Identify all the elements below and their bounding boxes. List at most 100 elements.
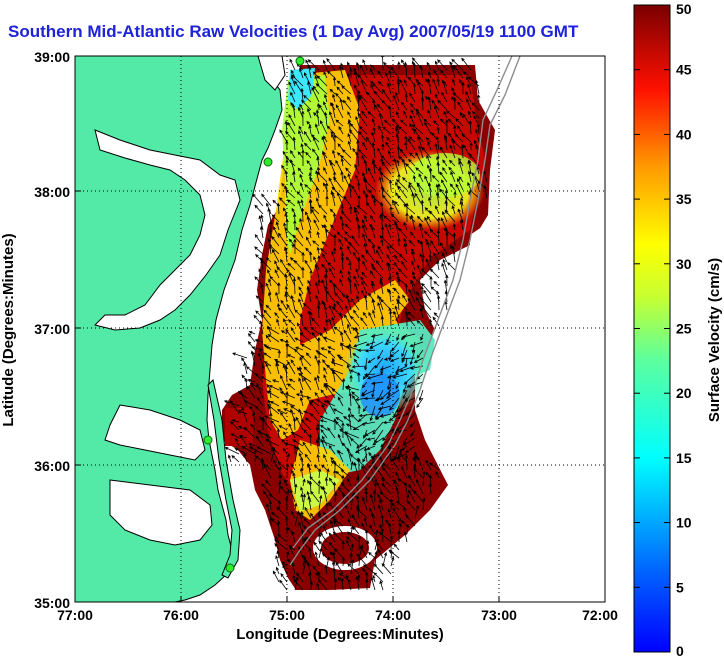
velocity-vector xyxy=(278,474,282,487)
velocity-vector xyxy=(288,422,296,439)
velocity-vector xyxy=(401,349,408,364)
velocity-vector xyxy=(382,551,388,567)
velocity-vector xyxy=(306,159,312,167)
velocity-vector xyxy=(452,232,457,247)
velocity-vector xyxy=(346,96,352,103)
velocity-vector xyxy=(386,136,392,143)
velocity-vector xyxy=(333,302,337,311)
velocity-vector xyxy=(372,421,384,435)
velocity-vector xyxy=(327,262,336,271)
velocity-vector xyxy=(356,553,368,567)
velocity-vector xyxy=(376,103,384,111)
velocity-vector xyxy=(333,469,337,479)
velocity-vector xyxy=(395,298,408,311)
velocity-vector xyxy=(374,529,379,543)
velocity-vector xyxy=(314,551,320,567)
velocity-vector xyxy=(459,111,464,119)
velocity-vector xyxy=(390,556,395,567)
velocity-vector xyxy=(307,310,312,327)
velocity-vector xyxy=(365,341,376,346)
velocity-vector xyxy=(287,383,296,391)
velocity-vector xyxy=(332,531,344,543)
velocity-vector xyxy=(416,110,424,127)
velocity-vector xyxy=(368,292,376,303)
velocity-vector xyxy=(397,530,401,543)
velocity-vector xyxy=(359,545,368,559)
velocity-vector xyxy=(334,292,344,303)
velocity-vector xyxy=(381,187,392,199)
velocity-vector xyxy=(301,251,305,263)
velocity-vector xyxy=(405,312,409,327)
velocity-vector xyxy=(332,567,336,583)
velocity-vector xyxy=(381,483,392,495)
velocity-vector xyxy=(299,396,304,407)
velocity-vector xyxy=(387,150,392,159)
velocity-vector xyxy=(371,82,384,95)
velocity-vector xyxy=(276,302,281,311)
velocity-vector xyxy=(407,311,416,319)
velocity-vector xyxy=(421,282,432,295)
velocity-vector xyxy=(443,135,448,151)
velocity-vector xyxy=(376,542,384,551)
velocity-vector xyxy=(287,319,296,327)
velocity-vector xyxy=(420,333,424,341)
velocity-vector xyxy=(404,481,408,495)
velocity-vector xyxy=(373,563,384,575)
velocity-vector xyxy=(315,426,320,439)
velocity-vector xyxy=(409,421,416,428)
velocity-vector xyxy=(436,229,441,247)
velocity-vector xyxy=(421,304,432,319)
velocity-vector xyxy=(309,400,320,415)
velocity-vector xyxy=(330,519,336,535)
velocity-vector xyxy=(405,445,416,453)
velocity-vector xyxy=(358,125,368,135)
velocity-vector xyxy=(302,302,312,311)
velocity-vector xyxy=(325,384,336,399)
velocity-vector xyxy=(305,352,312,359)
velocity-vector xyxy=(386,245,392,255)
velocity-vector xyxy=(361,389,376,397)
velocity-vector xyxy=(428,318,433,327)
velocity-vector xyxy=(356,139,360,151)
velocity-vector xyxy=(272,459,280,471)
velocity-vector xyxy=(270,517,280,527)
velocity-vector xyxy=(426,241,432,255)
velocity-vector xyxy=(407,138,416,151)
x-tick-labels: 77:00 76:00 75:00 74:00 73:00 72:00 xyxy=(57,607,618,623)
velocity-vector xyxy=(254,204,264,215)
velocity-vector xyxy=(370,333,384,338)
velocity-vector xyxy=(339,246,344,255)
velocity-vector xyxy=(292,234,304,247)
velocity-vector xyxy=(381,160,392,175)
velocity-vector xyxy=(264,439,280,447)
velocity-vector xyxy=(290,150,296,159)
velocity-vector xyxy=(328,159,336,167)
velocity-vector xyxy=(410,102,416,111)
velocity-vector xyxy=(269,275,280,287)
velocity-vector xyxy=(316,171,328,183)
velocity-vector xyxy=(247,378,256,383)
velocity-vector xyxy=(409,349,416,366)
velocity-vector xyxy=(315,186,320,199)
velocity-vector xyxy=(413,128,424,143)
velocity-vector xyxy=(356,504,360,519)
velocity-vector xyxy=(290,181,296,191)
velocity-vector xyxy=(404,135,408,143)
velocity-vector xyxy=(303,366,312,375)
velocity-vector xyxy=(281,561,288,567)
velocity-vector xyxy=(393,158,400,175)
velocity-vector xyxy=(400,445,408,451)
velocity-vector xyxy=(374,538,379,551)
velocity-vector xyxy=(396,159,400,167)
velocity-vector xyxy=(299,182,304,191)
velocity-vector xyxy=(321,552,328,559)
velocity-vector xyxy=(401,341,408,358)
velocity-vector xyxy=(445,110,456,119)
velocity-vector xyxy=(422,497,426,511)
velocity-vector xyxy=(268,291,272,303)
velocity-vector xyxy=(406,523,410,535)
velocity-vector xyxy=(356,457,368,471)
velocity-vector xyxy=(224,447,240,455)
velocity-vector xyxy=(333,283,344,295)
